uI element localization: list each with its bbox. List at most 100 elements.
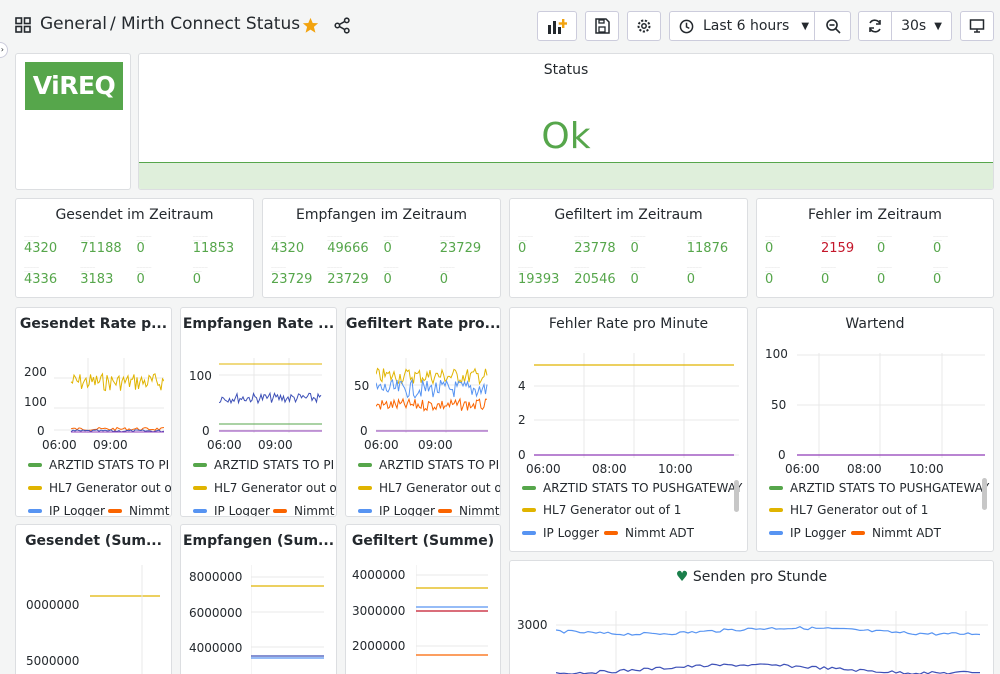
legend-item[interactable]: IP Logger <box>769 526 846 540</box>
stat-cell: ————— ——— 0 <box>135 232 191 263</box>
stat-cell-label: ————— ——— <box>574 234 590 242</box>
stat-value: 0 <box>192 271 202 287</box>
stat-cell-label: ————— ——— <box>136 264 152 273</box>
legend-item[interactable]: Nimmt ADT <box>604 526 694 540</box>
refresh-interval-picker[interactable]: 30s ▼ <box>892 11 952 41</box>
legend-label: ARZTID STATS TO PI <box>379 458 500 472</box>
dashboards-grid-icon[interactable] <box>15 17 31 33</box>
y-tick: 8000000 <box>189 570 243 584</box>
x-tick: 09:00 <box>93 438 128 452</box>
y-tick: 0 <box>360 424 368 438</box>
legend-item[interactable]: IP Logger <box>358 504 435 516</box>
legend-swatch <box>193 509 207 513</box>
legend-item[interactable]: Nimmt <box>273 504 334 516</box>
panel-title: Gefiltert im Zeitraum <box>554 207 703 223</box>
x-tick: 10:00 <box>658 462 693 476</box>
breadcrumb-folder[interactable]: General <box>40 14 107 34</box>
legend: ARZTID STATS TO PI HL7 Generator out of IP… <box>28 458 171 516</box>
legend-item[interactable]: Nimmt <box>438 504 499 516</box>
legend-label: HL7 Generator out of <box>379 481 501 495</box>
panel-title: Empfangen im Zeitraum <box>296 207 467 223</box>
legend-item[interactable]: ARZTID STATS TO PI <box>28 458 169 472</box>
chevron-down-icon: ▼ <box>801 20 810 32</box>
settings-button[interactable] <box>627 11 661 41</box>
status-sparkline-area <box>139 162 993 189</box>
y-tick: 50 <box>771 398 787 412</box>
zoom-out-button[interactable] <box>815 11 851 41</box>
y-tick: 100 <box>765 347 788 361</box>
stat-value: 0 <box>933 271 942 287</box>
page-title[interactable]: Mirth Connect Status <box>121 14 301 34</box>
refresh-interval-label: 30s <box>901 18 927 34</box>
gesendet-summe-chart <box>90 565 160 674</box>
star-icon[interactable] <box>302 17 319 34</box>
stat-cell: ————— ——— 0 <box>763 232 819 263</box>
legend-label: ARZTID STATS TO PI <box>49 458 170 472</box>
legend-item[interactable]: IP Logger <box>28 504 105 516</box>
stat-cell: ————— ——— 0 <box>763 263 819 294</box>
stat-value: 0 <box>765 241 774 256</box>
legend-item[interactable]: HL7 Generator out of <box>358 481 501 495</box>
legend-item[interactable]: HL7 Generator out of <box>28 481 171 495</box>
legend-item[interactable]: ARZTID STATS TO PUSHGATEWAY <box>769 481 989 495</box>
time-range-picker[interactable]: Last 6 hours ▼ <box>669 11 815 41</box>
legend-item[interactable]: IP Logger <box>193 504 270 517</box>
series-nimmt-adt <box>376 397 488 412</box>
chevron-down-icon: ▼ <box>934 20 942 32</box>
stat-cell-label: ————— ——— <box>821 234 836 242</box>
legend-item[interactable]: Nimmt ADT <box>851 526 941 540</box>
x-tick: 06:00 <box>42 438 77 452</box>
stat-cell: ————— ——— 3183 <box>78 263 134 294</box>
zoom-out-icon <box>825 19 841 34</box>
stat-cell-label: ————— ——— <box>327 264 343 273</box>
stat-value: 0 <box>439 271 449 287</box>
add-panel-button[interactable] <box>537 11 577 41</box>
stat-cell-label: ————— ——— <box>80 234 96 242</box>
legend-item[interactable]: HL7 Generator out of 1 <box>769 503 928 517</box>
stat-panel: Fehler im Zeitraum ————— ——— 0 ————— ——— 2159—… <box>756 198 994 298</box>
legend: ARZTID STATS TO PUSHGATEWAY HL7 Generator… <box>769 481 989 551</box>
legend-item[interactable]: ARZTID STATS TO PI <box>193 458 334 472</box>
legend: ARZTID STATS TO PI HL7 Generator out of IP… <box>193 458 336 517</box>
stat-panel: Gefiltert im Zeitraum ————— ——— 0 ————— ——— 23… <box>509 198 748 298</box>
gesendet-rate-panel: Gesendet Rate p... 200 100 0 06:00 09:00… <box>15 307 172 517</box>
legend-label: Nimmt ADT <box>872 526 941 540</box>
stat-cell-label: ————— ——— <box>192 264 208 273</box>
share-icon[interactable] <box>334 17 351 34</box>
legend-item[interactable]: HL7 Generator out of <box>193 481 336 495</box>
legend-swatch <box>358 509 372 513</box>
stat-value: 4320 <box>24 241 58 256</box>
legend-label: IP Logger <box>214 504 270 517</box>
stat-panel: Empfangen im Zeitraum ————— ——— 4320 ————— ——… <box>262 198 501 298</box>
legend-item[interactable]: IP Logger <box>522 526 599 540</box>
legend-item[interactable]: Nimmt <box>108 504 169 516</box>
stat-value: 49666 <box>327 241 369 256</box>
logo-panel: ViREQ <box>15 53 131 190</box>
stat-cell: ————— ——— 0 <box>438 263 494 294</box>
save-icon <box>595 18 610 34</box>
legend-scrollbar[interactable] <box>982 478 987 510</box>
legend-item[interactable]: ARZTID STATS TO PI <box>358 458 499 472</box>
legend-item[interactable]: HL7 Generator out of 1 <box>522 503 681 517</box>
legend-scrollbar[interactable] <box>734 480 739 512</box>
refresh-button[interactable] <box>858 11 892 41</box>
stat-cell: ————— ——— 0 <box>685 263 741 294</box>
legend-label: ARZTID STATS TO PUSHGATEWAY <box>543 481 743 495</box>
stat-cell: ————— ——— 0 <box>931 232 987 263</box>
stat-value: 19393 <box>518 271 560 287</box>
stat-value: 4336 <box>24 271 58 287</box>
legend-item[interactable]: ARZTID STATS TO PUSHGATEWAY <box>522 481 742 495</box>
legend-label: IP Logger <box>543 526 599 540</box>
legend: ARZTID STATS TO PI HL7 Generator out of IP… <box>358 458 501 516</box>
save-dashboard-button[interactable] <box>585 11 619 41</box>
gefiltert-summe-panel: Gefiltert (Summe) 4000000 3000000 200000… <box>345 524 501 674</box>
stat-value: 0 <box>686 271 696 287</box>
stat-cell: ————— ——— 4320 <box>269 232 325 263</box>
series-ip-logger <box>556 663 980 674</box>
gefiltert-rate-panel: Gefiltert Rate pro... 50 0 06:00 09:00 A… <box>345 307 501 517</box>
tv-mode-button[interactable] <box>960 11 994 41</box>
y-tick: 50 <box>354 379 370 393</box>
legend-swatch <box>769 486 783 490</box>
stat-cell: ————— ——— 2159 <box>819 232 875 263</box>
y-tick: 4 <box>518 379 526 393</box>
